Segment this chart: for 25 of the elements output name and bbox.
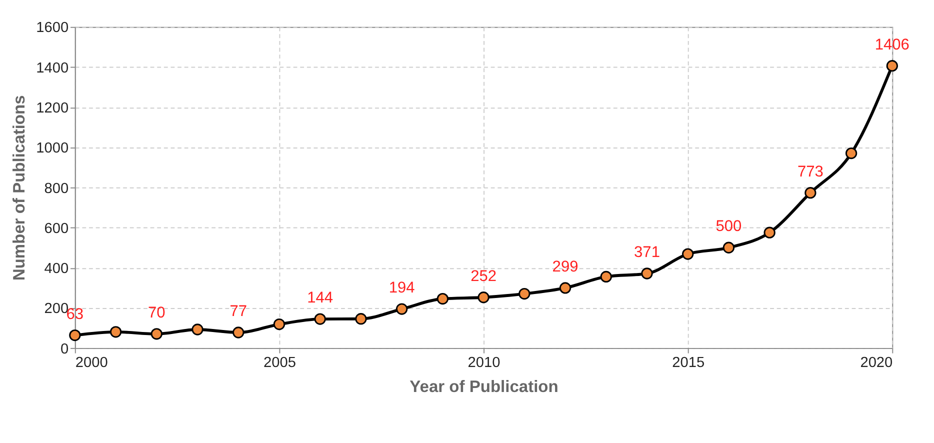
x-tick-label: 2005: [263, 354, 296, 371]
data-label: 773: [797, 163, 824, 180]
data-label: 299: [552, 258, 578, 276]
y-tick-label: 600: [44, 220, 69, 237]
x-tick-label: 2010: [468, 354, 500, 371]
data-label: 144: [307, 290, 334, 307]
y-tick-label: 1400: [36, 60, 69, 76]
data-label: 77: [230, 302, 248, 320]
data-label: 371: [634, 244, 660, 261]
y-tick-label: 1000: [36, 140, 69, 157]
x-tick-label: 2020: [860, 354, 893, 371]
y-tick-label: 1600: [36, 20, 69, 36]
x-tick-label: 2015: [672, 354, 705, 371]
data-label: 500: [716, 218, 742, 236]
data-label: 252: [470, 268, 497, 285]
y-axis-title: Number of Publications: [9, 95, 28, 281]
y-tick-label: 400: [44, 261, 69, 278]
data-label: 194: [388, 279, 416, 296]
y-tick-label: 1200: [36, 100, 69, 117]
data-label: 1406: [874, 36, 910, 54]
y-tick-label: 800: [44, 180, 69, 197]
x-tick-label: 2000: [75, 354, 108, 371]
data-label: 70: [148, 304, 166, 322]
y-tick-label: 0: [60, 341, 69, 358]
x-axis-title: Year of Publication: [410, 377, 558, 396]
